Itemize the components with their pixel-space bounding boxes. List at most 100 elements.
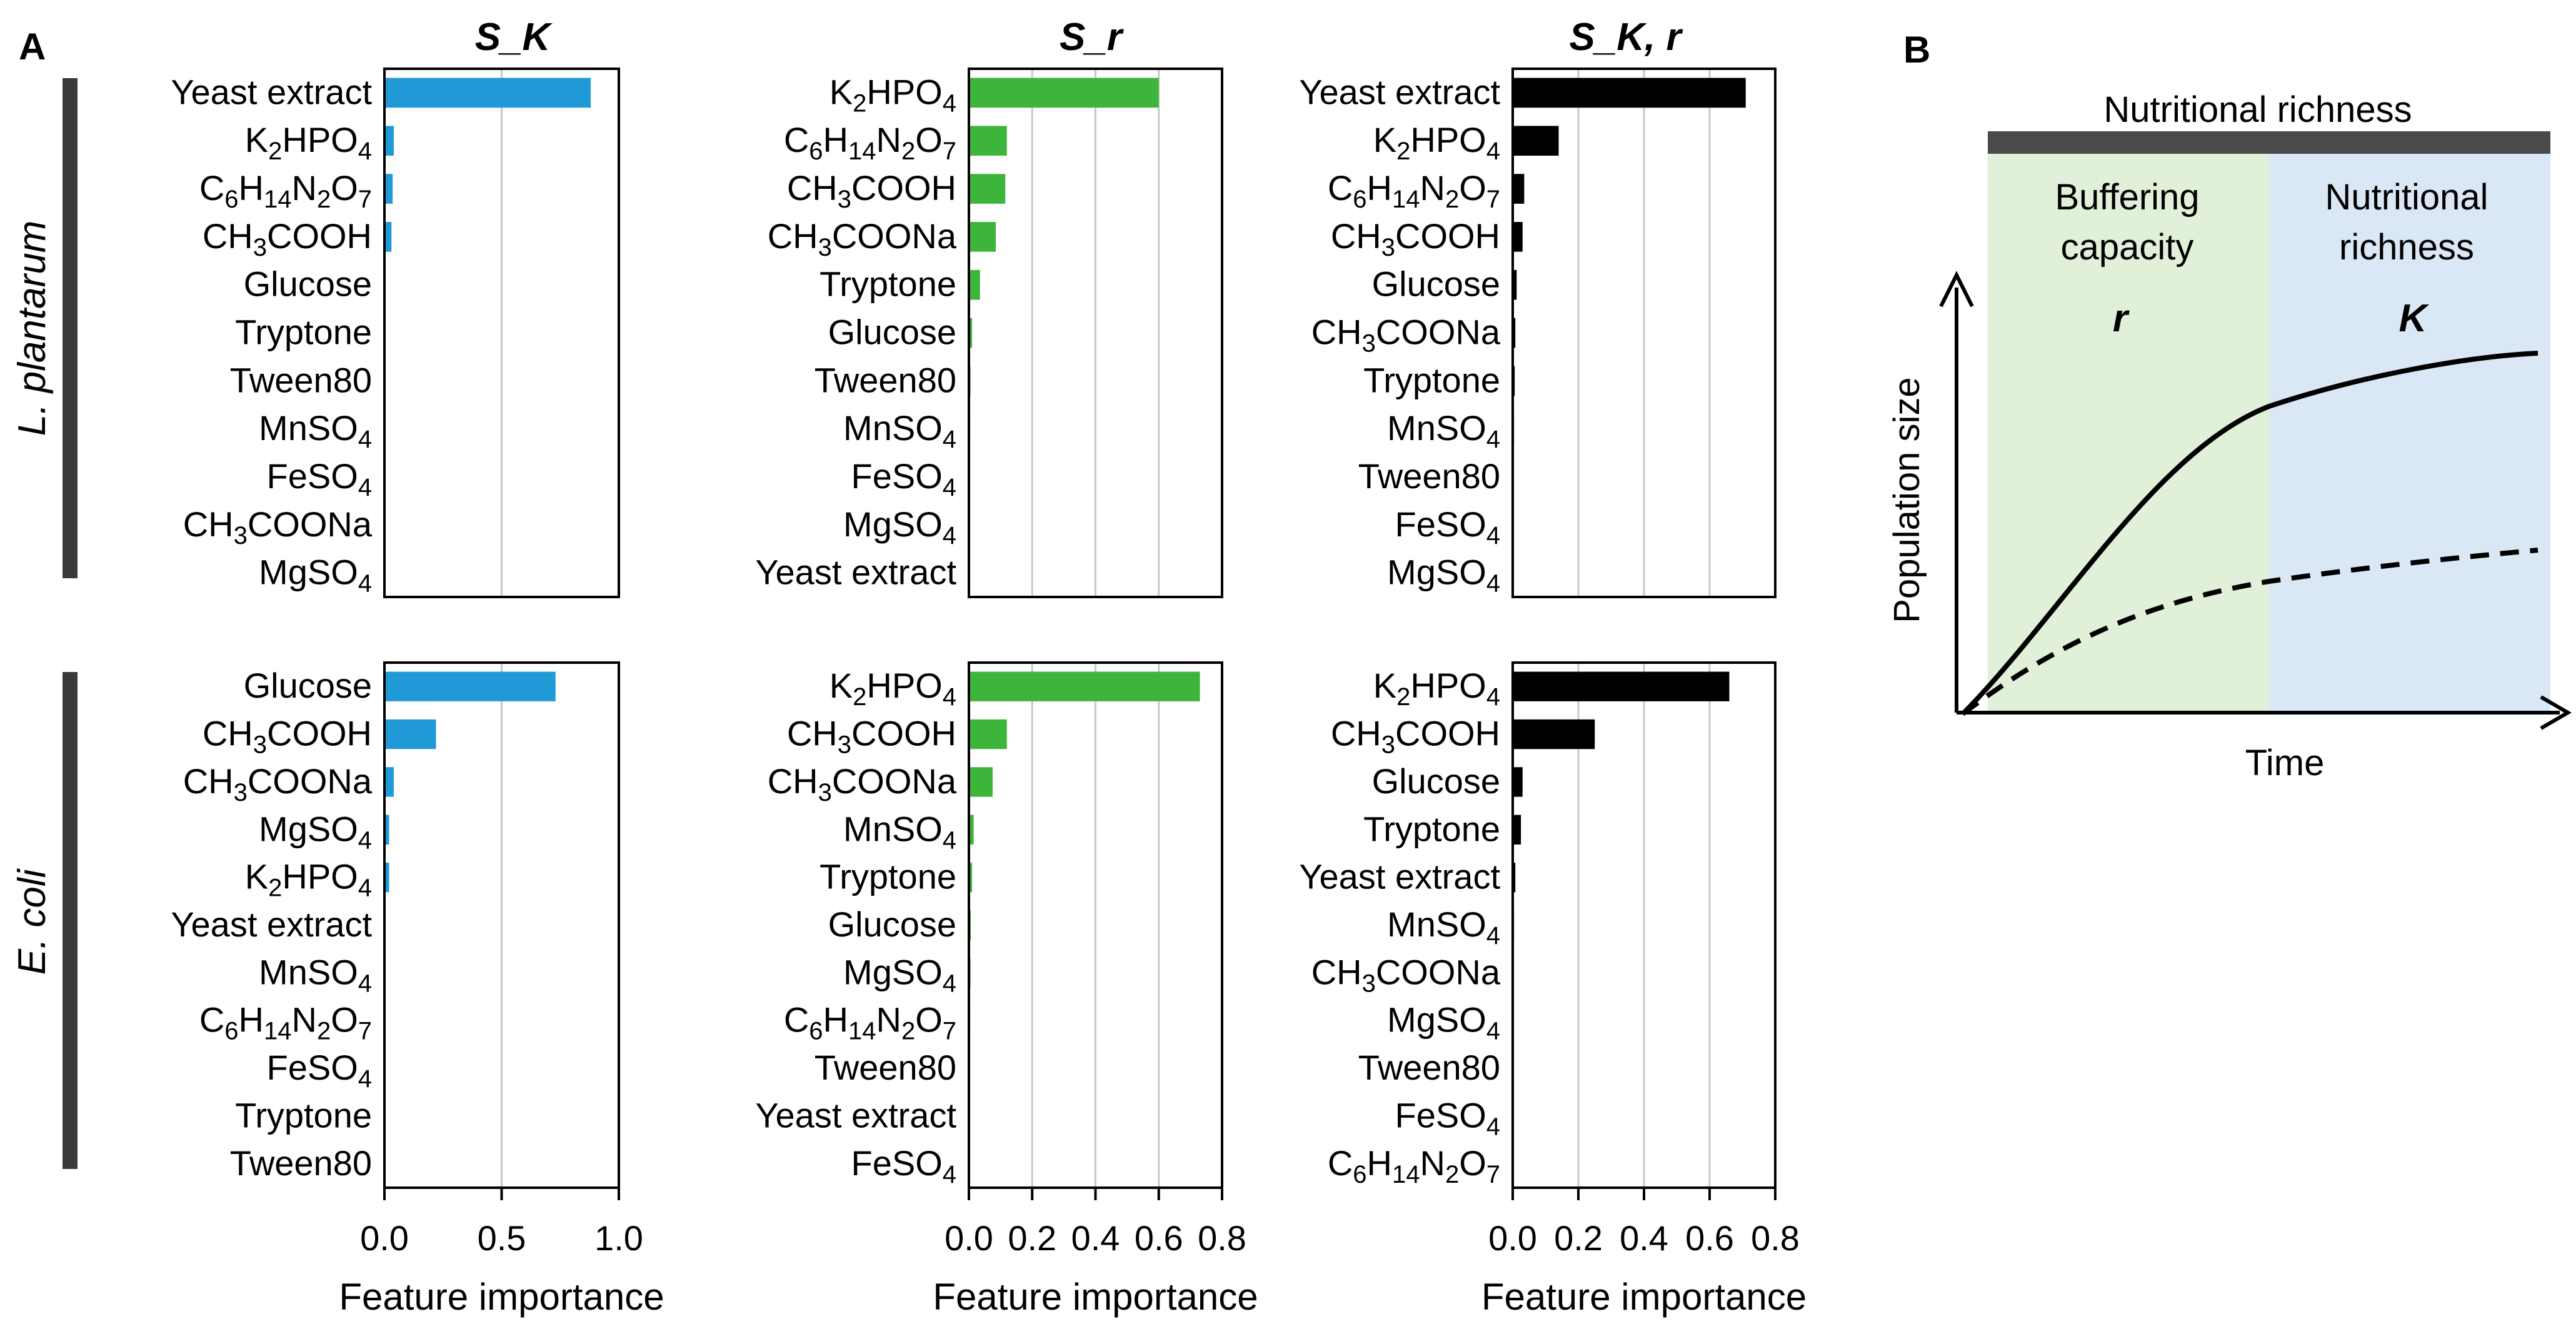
- category-label-yeast-extract: Yeast extract: [755, 1095, 956, 1135]
- column-title-sr: S_r: [1060, 16, 1124, 59]
- x-tick-label: 0.4: [1620, 1218, 1668, 1258]
- category-label-ch3coona: CH3COONa: [1311, 952, 1501, 997]
- organism-label-e-coli: E. coli: [11, 868, 54, 975]
- category-label-tryptone: Tryptone: [235, 1095, 372, 1135]
- bar-ch3cooh: [1513, 222, 1523, 252]
- category-label-k2hpo4: K2HPO4: [245, 857, 372, 902]
- bar-glucose: [969, 318, 973, 348]
- category-label-tween80: Tween80: [814, 360, 956, 399]
- x-tick-label: 0.6: [1685, 1218, 1734, 1258]
- category-label-glucose: Glucose: [1372, 761, 1500, 801]
- category-label-mnso4: MnSO4: [1387, 905, 1500, 950]
- chart-sk-l-plantarum: Yeast extract K2HPO4C6H14N2O7CH3COOHGluco…: [171, 68, 620, 598]
- bar-k2hpo4: [969, 671, 1200, 701]
- category-label-tryptone: Tryptone: [1363, 360, 1500, 399]
- category-label-k2hpo4: K2HPO4: [1373, 120, 1500, 165]
- bar-glucose: [1513, 767, 1523, 797]
- nutritional-richness-bar: [1988, 131, 2550, 154]
- category-label-yeast-extract: Yeast extract: [171, 905, 372, 944]
- category-label-tween80: Tween80: [1358, 456, 1500, 496]
- schematic: Nutritional richness Buffering capacity …: [1887, 89, 2572, 783]
- bar-glucose: [384, 671, 556, 701]
- plot-frame: [968, 68, 1223, 598]
- x-tick-label: 0.0: [945, 1218, 993, 1258]
- category-label-mgso4: MgSO4: [259, 809, 372, 854]
- bar-tryptone: [1513, 815, 1521, 845]
- region-right-letter: K: [2399, 297, 2430, 340]
- category-label-ch3cooh: CH3COOH: [1331, 216, 1500, 261]
- bar-ch3cooh: [969, 174, 1006, 204]
- bar-yeast-extract: [1513, 78, 1746, 108]
- bar-c6h14n2o7: [384, 174, 393, 204]
- category-label-tryptone: Tryptone: [819, 264, 956, 304]
- panel-b-letter: B: [1903, 29, 1930, 71]
- plot-frame: [1511, 68, 1777, 598]
- category-label-tween80: Tween80: [230, 360, 372, 399]
- category-label-k2hpo4: K2HPO4: [245, 120, 372, 165]
- category-label-ch3coona: CH3COONa: [768, 761, 957, 806]
- region-left-letter: r: [2113, 297, 2130, 340]
- region-left-label-line2: capacity: [2061, 227, 2194, 268]
- category-label-tryptone: Tryptone: [1363, 809, 1500, 848]
- category-label-ch3cooh: CH3COOH: [787, 714, 956, 759]
- category-label-c6h14n2o7: C6H14N2O7: [1328, 1143, 1500, 1188]
- category-label-feso4: FeSO4: [266, 456, 372, 501]
- solid-growth-curve: [1961, 351, 2538, 716]
- category-label-c6h14n2o7: C6H14N2O7: [1328, 168, 1500, 213]
- category-label-c6h14n2o7: C6H14N2O7: [784, 1000, 956, 1045]
- category-label-ch3cooh: CH3COOH: [787, 168, 956, 213]
- bar-k2hpo4: [1513, 126, 1559, 156]
- organism-label-l-plantarum: L. plantarum: [11, 221, 54, 436]
- category-label-mnso4: MnSO4: [1387, 408, 1500, 453]
- bar-k2hpo4: [969, 78, 1159, 108]
- category-label-mnso4: MnSO4: [259, 408, 372, 453]
- organism-bar-l-plantarum: [63, 78, 78, 578]
- category-label-ch3coona: CH3COONa: [183, 761, 373, 806]
- bar-ch3coona: [969, 767, 993, 797]
- category-label-glucose: Glucose: [244, 666, 372, 705]
- bar-k2hpo4: [1513, 671, 1730, 701]
- panel-a-letter: A: [19, 26, 46, 68]
- bar-glucose: [1513, 269, 1517, 300]
- category-label-mgso4: MgSO4: [1387, 1000, 1500, 1045]
- x-axis-sr: 0.0 0.2 0.4 0.6 0.8 Feature importance: [933, 1188, 1258, 1318]
- bar-ch3coona: [969, 222, 996, 252]
- nutritional-richness-bar-label: Nutritional richness: [2103, 89, 2412, 130]
- category-label-k2hpo4: K2HPO4: [1373, 666, 1500, 711]
- bar-c6h14n2o7: [969, 126, 1007, 156]
- category-label-tween80: Tween80: [1358, 1048, 1500, 1087]
- category-label-mnso4: MnSO4: [843, 809, 956, 854]
- dashed-growth-curve: [1961, 548, 2538, 716]
- category-label-yeast-extract: Yeast extract: [1299, 857, 1500, 896]
- category-label-glucose: Glucose: [1372, 264, 1500, 304]
- x-tick-label: 1.0: [594, 1218, 643, 1258]
- organism-bar-e-coli: [63, 672, 78, 1169]
- category-label-feso4: FeSO4: [1395, 1095, 1500, 1140]
- bar-yeast-extract: [1513, 862, 1516, 893]
- bar-ch3cooh: [384, 222, 392, 252]
- category-label-tryptone: Tryptone: [235, 313, 372, 352]
- category-label-tween80: Tween80: [230, 1143, 372, 1183]
- category-label-yeast-extract: Yeast extract: [171, 72, 372, 111]
- chart-skr-l-plantarum: Yeast extract K2HPO4C6H14N2O7CH3COOHGluco…: [1299, 68, 1777, 598]
- category-label-ch3cooh: CH3COOH: [203, 714, 372, 759]
- plot-frame: [383, 68, 620, 598]
- category-label-ch3cooh: CH3COOH: [1331, 714, 1500, 759]
- x-tick-label: 0.0: [360, 1218, 409, 1258]
- bar-mgso4: [384, 815, 389, 845]
- bar-tryptone: [969, 862, 973, 893]
- category-label-feso4: FeSO4: [266, 1048, 372, 1093]
- x-tick-label: 0.2: [1554, 1218, 1603, 1258]
- column-title-skr: S_K, r: [1569, 16, 1683, 59]
- x-tick-label: 0.0: [1488, 1218, 1537, 1258]
- category-label-feso4: FeSO4: [851, 456, 956, 501]
- region-right-label-line2: richness: [2339, 227, 2474, 268]
- category-label-glucose: Glucose: [828, 905, 956, 944]
- category-label-feso4: FeSO4: [851, 1143, 956, 1188]
- category-label-k2hpo4: K2HPO4: [829, 72, 956, 117]
- bar-yeast-extract: [384, 78, 591, 108]
